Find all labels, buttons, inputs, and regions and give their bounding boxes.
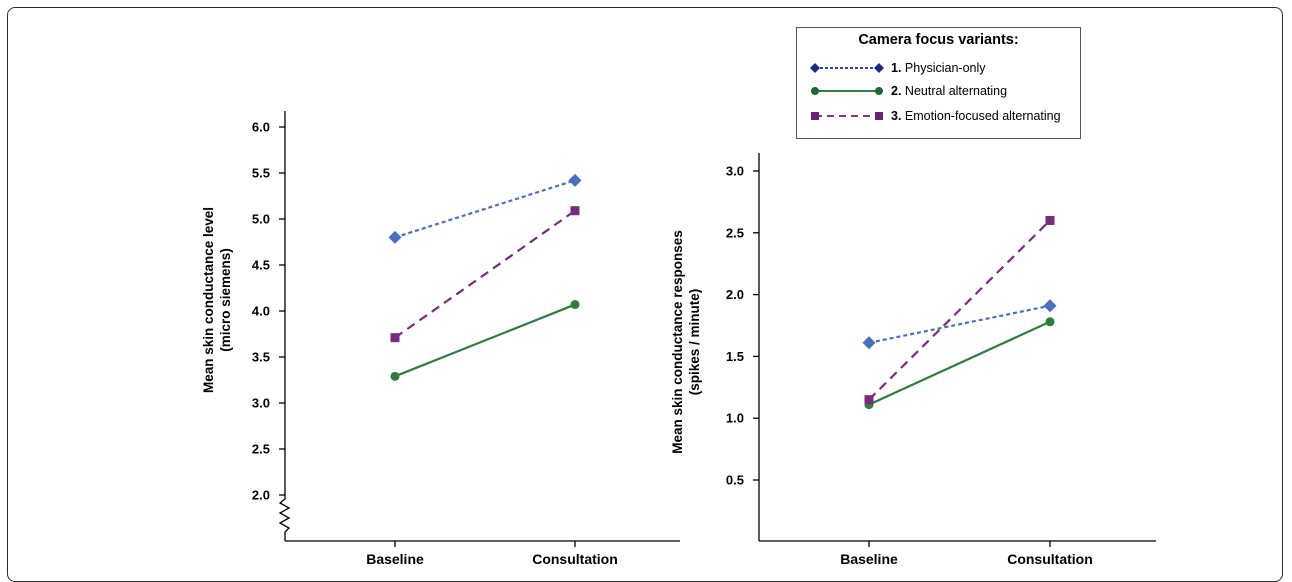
chart-left-xtick-label: Baseline <box>366 551 424 567</box>
chart-left-xtick-label: Consultation <box>532 551 618 567</box>
chart-right-ytick-label: 2.0 <box>726 287 744 302</box>
charts-canvas: Mean skin conductance level (micro sieme… <box>201 111 1156 567</box>
chart-right-ylabel: Mean skin conductance responses <box>670 230 685 454</box>
legend-item-emotion-focused: 3. Emotion-focused alternating <box>809 107 1079 127</box>
chart-right-point-emotion-focused <box>864 395 874 405</box>
legend-symbol-diamond <box>810 63 884 73</box>
chart-right-ytick-label: 3.0 <box>726 164 744 179</box>
chart-left-ytick-label: 4.5 <box>252 258 270 273</box>
chart-right-series-line-emotion-focused <box>868 219 1051 401</box>
legend-label-3: Emotion-focused alternating <box>904 109 1061 123</box>
legend-label-2: Neutral alternating <box>904 84 1008 98</box>
chart-right-series-line-physician-only <box>868 304 1051 344</box>
chart-right-point-emotion-focused <box>1045 215 1055 225</box>
chart-right-xtick-label: Baseline <box>840 551 898 567</box>
legend-title: Camera focus variants: <box>858 32 1019 48</box>
chart-left-ytick-label: 2.5 <box>252 442 270 457</box>
chart-left-ylabel-sub: (micro siemens) <box>218 248 233 352</box>
chart-left-series-line-physician-only <box>394 179 576 239</box>
chart-left-series-line-neutral-alternating <box>394 303 576 378</box>
legend: Camera focus variants: 1. Physician-only… <box>796 27 1081 139</box>
chart-left-ylabel: Mean skin conductance level <box>201 207 216 393</box>
chart-right-ytick-label: 2.5 <box>726 225 744 240</box>
chart-right-point-physician-only <box>1043 299 1057 313</box>
legend-num-1: 1. <box>891 61 902 75</box>
chart-left-point-emotion-focused <box>390 333 400 343</box>
legend-num-2: 2. <box>891 84 902 98</box>
chart-left-point-physician-only <box>388 230 402 244</box>
chart-left: Mean skin conductance level (micro sieme… <box>201 111 680 567</box>
chart-left-ytick-label: 5.0 <box>252 212 270 227</box>
legend-symbol-square <box>811 112 883 120</box>
chart-right-ylabel-sub: (spikes / minute) <box>687 289 702 396</box>
legend-symbol-circle <box>811 87 883 95</box>
legend-label-1: Physician-only <box>904 61 986 75</box>
chart-left-ytick-label: 4.0 <box>252 304 270 319</box>
chart-left-ytick-label: 3.5 <box>252 350 270 365</box>
chart-left-point-neutral-alternating <box>570 300 580 310</box>
chart-left-point-neutral-alternating <box>390 371 400 381</box>
legend-item-physician-only: 1. Physician-only <box>809 59 1079 79</box>
chart-left-y-axis <box>278 111 291 541</box>
chart-left-ytick-label: 5.5 <box>252 166 270 181</box>
chart-left-ytick-label: 2.0 <box>252 488 270 503</box>
legend-num-3: 3. <box>891 109 902 123</box>
chart-right-ytick-label: 1.5 <box>726 349 744 364</box>
chart-right-xtick-label: Consultation <box>1007 551 1093 567</box>
chart-left-ylabel-group: Mean skin conductance level (micro sieme… <box>201 207 233 393</box>
chart-right-point-physician-only <box>862 336 876 350</box>
chart-left-ytick-label: 6.0 <box>252 120 270 135</box>
chart-right: Mean skin conductance responses (spikes … <box>670 153 1156 567</box>
chart-right-ytick-label: 1.0 <box>726 411 744 426</box>
chart-right-ylabel-group: Mean skin conductance responses (spikes … <box>670 230 702 454</box>
chart-left-point-physician-only <box>568 173 582 187</box>
legend-item-neutral-alternating: 2. Neutral alternating <box>809 82 1079 102</box>
chart-right-series-line-neutral-alternating <box>868 320 1051 406</box>
chart-left-series-line-emotion-focused <box>394 209 576 339</box>
chart-right-ytick-label: 0.5 <box>726 473 744 488</box>
chart-right-point-neutral-alternating <box>1045 317 1055 327</box>
chart-left-point-emotion-focused <box>570 206 580 216</box>
chart-left-ytick-label: 3.0 <box>252 396 270 411</box>
